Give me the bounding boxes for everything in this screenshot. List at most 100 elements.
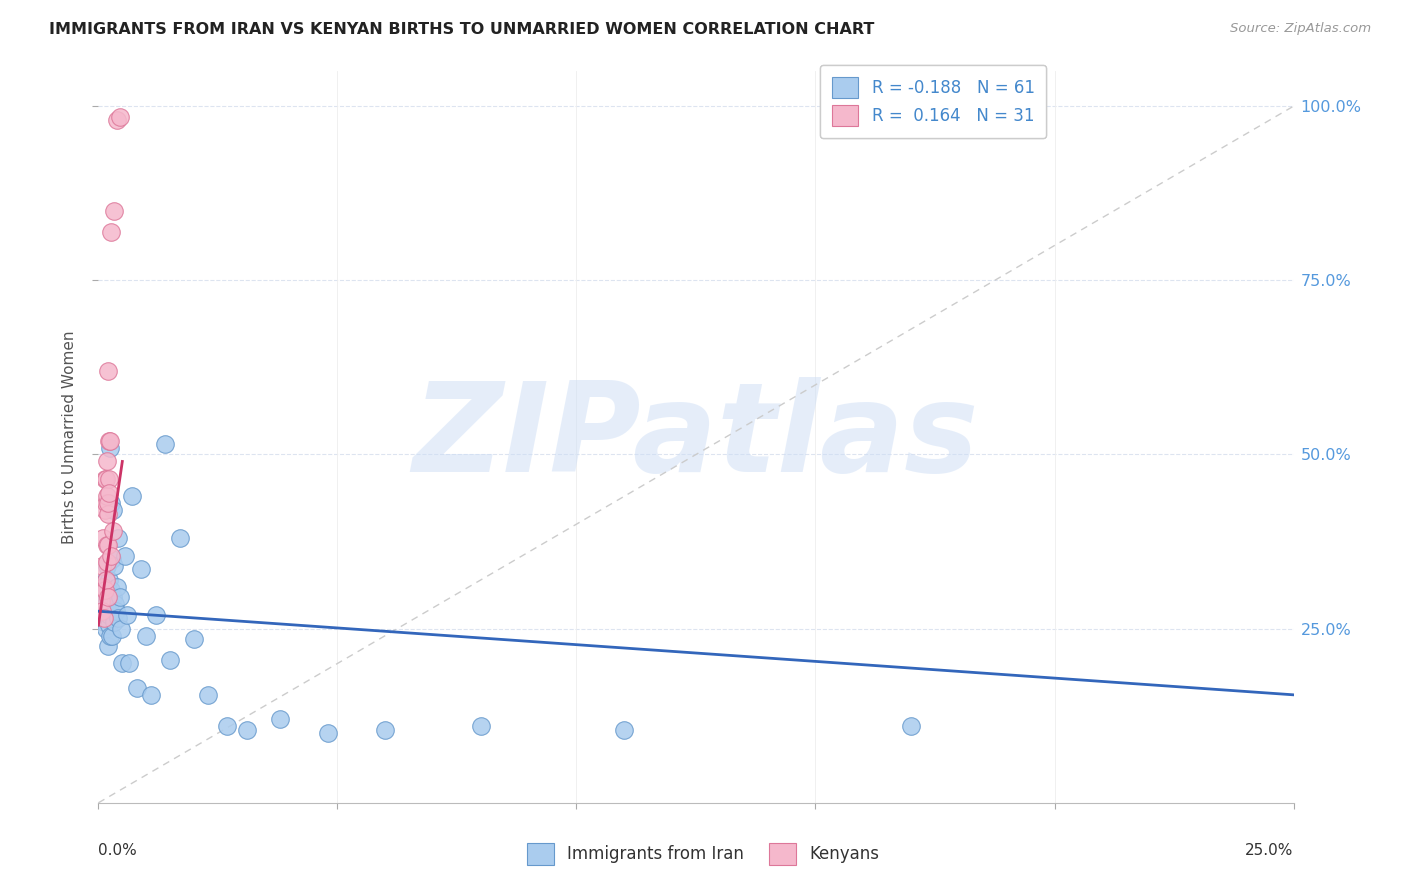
Point [96, 507, 118, 521]
Point [90, 594, 112, 608]
Point [900, 719, 922, 733]
Point [94, 611, 117, 625]
Point [107, 531, 129, 545]
Point [108, 110, 131, 124]
Text: Source: ZipAtlas.com: Source: ZipAtlas.com [1230, 22, 1371, 36]
Point [470, 719, 492, 733]
Point [91, 607, 114, 622]
Point [101, 524, 124, 538]
Point [100, 583, 122, 598]
Point [100, 225, 122, 239]
Point [118, 657, 141, 671]
Point [94, 597, 117, 611]
Point [98, 441, 122, 455]
Point [104, 597, 127, 611]
Point [97, 573, 120, 587]
Point [97, 496, 120, 510]
Point [98, 485, 121, 500]
Point [96, 489, 118, 503]
Point [93, 594, 115, 608]
Point [269, 712, 291, 726]
Point [96, 604, 118, 618]
Point [100, 549, 122, 563]
Point [101, 591, 124, 605]
Point [131, 562, 153, 576]
Point [90, 600, 112, 615]
Point [91, 580, 114, 594]
Point [121, 489, 143, 503]
Point [105, 580, 128, 594]
Point [145, 607, 167, 622]
Point [139, 688, 162, 702]
Point [98, 434, 122, 448]
Point [93, 611, 115, 625]
Point [93, 615, 115, 629]
Legend: Immigrants from Iran, Kenyans: Immigrants from Iran, Kenyans [517, 833, 889, 875]
Point [235, 723, 257, 737]
Point [316, 726, 339, 740]
Point [125, 681, 148, 695]
Point [217, 719, 239, 733]
Point [93, 503, 115, 517]
Point [96, 591, 118, 605]
Point [100, 496, 122, 510]
Point [103, 615, 125, 629]
Point [91, 531, 114, 545]
Point [108, 591, 131, 605]
Point [90, 604, 112, 618]
Point [91, 558, 114, 573]
Point [97, 364, 120, 378]
Point [97, 538, 120, 552]
Point [98, 629, 121, 643]
Point [159, 653, 181, 667]
Point [97, 604, 120, 618]
Point [96, 454, 118, 468]
Point [103, 558, 125, 573]
Point [97, 434, 120, 448]
Point [114, 549, 136, 563]
Point [169, 531, 191, 545]
Point [98, 597, 122, 611]
Point [94, 472, 117, 486]
Point [97, 618, 120, 632]
Point [101, 503, 124, 517]
Point [155, 437, 177, 451]
Text: 25.0%: 25.0% [1246, 843, 1294, 858]
Point [97, 639, 120, 653]
Point [96, 556, 118, 570]
Point [94, 496, 117, 510]
Point [91, 587, 114, 601]
Point [613, 723, 636, 737]
Point [96, 591, 118, 605]
Point [111, 657, 134, 671]
Point [94, 583, 117, 598]
Point [96, 538, 118, 552]
Point [103, 203, 125, 218]
Text: ZIPatlas: ZIPatlas [413, 376, 979, 498]
Point [94, 622, 117, 636]
Point [96, 611, 118, 625]
Text: 0.0%: 0.0% [98, 843, 138, 858]
Legend: R = -0.188   N = 61, R =  0.164   N = 31: R = -0.188 N = 61, R = 0.164 N = 31 [820, 65, 1046, 138]
Point [115, 607, 138, 622]
Point [96, 558, 118, 573]
Point [101, 552, 124, 566]
Point [105, 113, 128, 128]
Y-axis label: Births to Unmarried Women: Births to Unmarried Women [62, 330, 77, 544]
Point [107, 611, 129, 625]
Point [94, 573, 117, 587]
Point [183, 632, 205, 646]
Point [97, 583, 120, 598]
Text: IMMIGRANTS FROM IRAN VS KENYAN BIRTHS TO UNMARRIED WOMEN CORRELATION CHART: IMMIGRANTS FROM IRAN VS KENYAN BIRTHS TO… [49, 22, 875, 37]
Point [98, 607, 121, 622]
Point [135, 629, 157, 643]
Point [197, 688, 219, 702]
Point [93, 472, 115, 486]
Point [101, 629, 124, 643]
Point [94, 573, 117, 587]
Point [104, 604, 127, 618]
Point [110, 622, 132, 636]
Point [91, 576, 114, 591]
Point [374, 723, 396, 737]
Point [97, 472, 120, 486]
